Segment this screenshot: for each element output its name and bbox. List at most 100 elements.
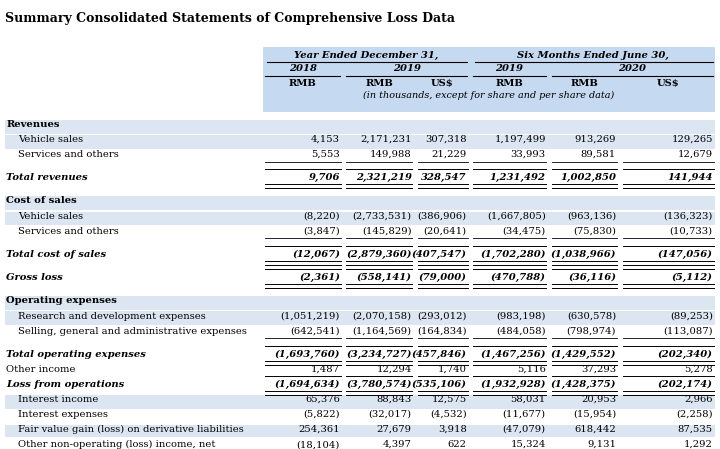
Text: 9,131: 9,131 (587, 440, 616, 449)
Text: Services and others: Services and others (18, 150, 119, 159)
Bar (5, 250, 715, 264)
Text: RMB: RMB (495, 79, 523, 88)
Bar (5, 410, 715, 424)
Text: RMB: RMB (570, 79, 598, 88)
Bar (5, 395, 715, 409)
Text: 2,321,219: 2,321,219 (356, 173, 412, 182)
Text: Interest income: Interest income (18, 395, 98, 404)
Text: 58,031: 58,031 (510, 395, 546, 404)
Text: (484,058): (484,058) (496, 326, 546, 335)
Text: (2,733,531): (2,733,531) (353, 211, 412, 220)
Bar (5, 380, 715, 394)
Text: 12,294: 12,294 (377, 365, 412, 374)
Text: (32,017): (32,017) (369, 410, 412, 419)
Text: 328,547: 328,547 (421, 173, 467, 182)
Text: 65,376: 65,376 (305, 395, 340, 404)
Text: Summary Consolidated Statements of Comprehensive Loss Data: Summary Consolidated Statements of Compr… (5, 12, 455, 25)
Text: (164,834): (164,834) (418, 326, 467, 335)
Bar (5, 296, 715, 310)
Text: (147,056): (147,056) (658, 250, 713, 259)
Bar (5, 312, 715, 326)
Text: Gross loss: Gross loss (6, 273, 63, 282)
Text: 1,197,499: 1,197,499 (494, 135, 546, 144)
Text: (11,677): (11,677) (503, 410, 546, 419)
Text: (2,258): (2,258) (676, 410, 713, 419)
Text: (4,532): (4,532) (430, 410, 467, 419)
Text: (386,906): (386,906) (418, 211, 467, 220)
Text: (1,428,375): (1,428,375) (551, 380, 616, 389)
Text: 129,265: 129,265 (671, 135, 713, 144)
Text: Interest expenses: Interest expenses (18, 410, 108, 419)
Text: (20,641): (20,641) (424, 227, 467, 236)
Text: (79,000): (79,000) (419, 273, 467, 282)
Text: (89,253): (89,253) (670, 312, 713, 321)
Bar (5, 227, 715, 240)
Text: (2,361): (2,361) (299, 273, 340, 282)
Text: (18,104): (18,104) (297, 440, 340, 449)
Text: (558,141): (558,141) (356, 273, 412, 282)
Text: Total cost of sales: Total cost of sales (6, 250, 107, 259)
Text: Research and development expenses: Research and development expenses (18, 312, 206, 321)
Text: Vehicle sales: Vehicle sales (18, 135, 83, 144)
Bar (5, 150, 715, 164)
Text: (3,780,574): (3,780,574) (346, 380, 412, 389)
Text: (5,822): (5,822) (303, 410, 340, 419)
Text: 1,487: 1,487 (311, 365, 340, 374)
Text: (34,475): (34,475) (503, 227, 546, 236)
Text: (2,879,360): (2,879,360) (346, 250, 412, 259)
Text: (983,198): (983,198) (496, 312, 546, 321)
Text: (in thousands, except for share and per share data): (in thousands, except for share and per … (364, 91, 615, 100)
Text: Loss from operations: Loss from operations (6, 380, 125, 389)
Text: (642,541): (642,541) (290, 326, 340, 335)
Text: 2020: 2020 (618, 65, 647, 74)
Text: (136,323): (136,323) (664, 211, 713, 220)
Text: US$: US$ (657, 79, 679, 88)
Text: Year Ended December 31,: Year Ended December 31, (294, 51, 438, 60)
Text: (3,847): (3,847) (303, 227, 340, 236)
Text: 149,988: 149,988 (370, 150, 412, 159)
Bar (5, 173, 715, 187)
Text: Fair value gain (loss) on derivative liabilities: Fair value gain (loss) on derivative lia… (18, 425, 243, 434)
Text: 141,944: 141,944 (667, 173, 713, 182)
Text: 5,553: 5,553 (311, 150, 340, 159)
Text: Vehicle sales: Vehicle sales (18, 211, 83, 220)
Text: (1,467,256): (1,467,256) (480, 350, 546, 359)
Text: 2019: 2019 (392, 65, 420, 74)
Text: 622: 622 (448, 440, 467, 449)
Text: (798,974): (798,974) (567, 326, 616, 335)
Text: (630,578): (630,578) (567, 312, 616, 321)
Bar (5, 365, 715, 379)
Text: Selling, general and administrative expenses: Selling, general and administrative expe… (18, 326, 247, 335)
Text: Total revenues: Total revenues (6, 173, 88, 182)
Text: (15,954): (15,954) (573, 410, 616, 419)
Text: Other income: Other income (6, 365, 76, 374)
Text: 2018: 2018 (289, 65, 317, 74)
Text: Cost of sales: Cost of sales (6, 197, 77, 206)
Bar (5, 273, 715, 287)
Text: (202,174): (202,174) (658, 380, 713, 389)
Text: (963,136): (963,136) (567, 211, 616, 220)
Text: (145,829): (145,829) (362, 227, 412, 236)
Bar (5, 440, 715, 449)
Text: RMB: RMB (289, 79, 317, 88)
Text: (457,846): (457,846) (412, 350, 467, 359)
Text: (1,932,928): (1,932,928) (480, 380, 546, 389)
Text: Revenues: Revenues (6, 120, 60, 129)
Bar (5, 197, 715, 210)
Text: 3,918: 3,918 (438, 425, 467, 434)
Text: (1,694,634): (1,694,634) (274, 380, 340, 389)
Text: (1,693,760): (1,693,760) (274, 350, 340, 359)
Text: 254,361: 254,361 (298, 425, 340, 434)
Text: (113,087): (113,087) (663, 326, 713, 335)
Text: 20,953: 20,953 (581, 395, 616, 404)
Text: 1,002,850: 1,002,850 (560, 173, 616, 182)
Text: (2,070,158): (2,070,158) (353, 312, 412, 321)
Text: (3,234,727): (3,234,727) (346, 350, 412, 359)
Text: (36,116): (36,116) (568, 273, 616, 282)
Text: Six Months Ended June 30,: Six Months Ended June 30, (517, 51, 669, 60)
Text: (407,547): (407,547) (412, 250, 467, 259)
Bar (5, 211, 715, 225)
Bar (264, 47, 715, 112)
Text: 4,397: 4,397 (383, 440, 412, 449)
Text: 1,292: 1,292 (684, 440, 713, 449)
